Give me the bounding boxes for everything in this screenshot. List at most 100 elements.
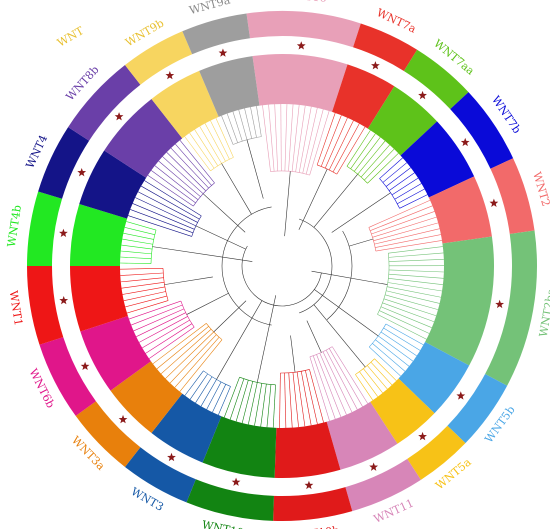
leaf-branch [248, 382, 258, 425]
leaf-branch [235, 380, 249, 422]
leaf-branch [120, 262, 152, 264]
leaf-branch [302, 107, 318, 174]
leaf-branch [148, 326, 195, 359]
leaf-branch [274, 104, 279, 172]
star-icon [418, 431, 427, 441]
leaf-branch [179, 339, 223, 392]
leaf-branch [291, 104, 300, 172]
leaf-branch [241, 381, 254, 424]
ring-segment-wnt6b [39, 337, 96, 416]
family-label-wnt9a: WNT9a [188, 0, 232, 17]
leaf-branch [332, 123, 360, 173]
leaf-branch [382, 162, 407, 183]
leaf-branch [174, 337, 220, 388]
leaf-branch [121, 244, 153, 250]
family-stars [59, 41, 505, 490]
leaf-branch [158, 160, 201, 197]
leaf-branch [292, 372, 299, 428]
internal-arc [241, 245, 322, 307]
leaf-branch [122, 238, 153, 245]
clade-stem [216, 300, 263, 380]
ring-segment-wnt3 [125, 447, 196, 503]
leaf-branch [284, 372, 287, 428]
leaf-branch [336, 126, 366, 175]
clade-wedge-wnt2ba [425, 236, 494, 366]
clade-stem [314, 289, 379, 337]
tree-branches [120, 104, 445, 428]
leaf-branch [312, 355, 336, 420]
leaf-branch [218, 386, 231, 416]
leaf-branch [124, 227, 155, 236]
family-label-wnt10a: WNT10a [201, 518, 252, 529]
leaf-branch [370, 361, 393, 386]
leaf-branch [385, 323, 424, 346]
leaf-branch [194, 129, 219, 166]
leaf-branch [374, 228, 440, 245]
leaf-branch [132, 203, 195, 230]
leaf-branch [309, 356, 330, 421]
leaf-branch [206, 381, 222, 410]
clade-wedge-wnt3a [110, 361, 183, 434]
leaf-branch [162, 156, 204, 194]
leaf-branch [378, 335, 414, 362]
leaf-branch [350, 133, 376, 169]
leaf-branch [127, 215, 192, 237]
leaf-branch [166, 152, 207, 192]
leaf-branch [388, 246, 443, 254]
leaf-branch [120, 256, 152, 260]
clade-stem [246, 139, 264, 199]
leaf-branch [140, 185, 200, 220]
leaf-branch [309, 369, 324, 423]
leaf-branch [385, 167, 411, 187]
clade-stem [313, 173, 358, 228]
leaf-branch [189, 373, 208, 400]
leaf-branch [268, 104, 275, 172]
star-icon [165, 70, 175, 80]
leaf-branch [353, 137, 381, 172]
family-label-wnt4: WNT4 [23, 133, 50, 170]
leaf-branch [373, 222, 439, 242]
leaf-branch [387, 282, 443, 292]
internal-arc [221, 206, 272, 326]
star-icon [59, 295, 69, 305]
clade-wedge-wnt5b [398, 342, 470, 414]
clade-wedge-wnt16 [252, 54, 348, 112]
star-icon [59, 228, 68, 238]
leaf-branch [380, 331, 417, 357]
leaf-branch [262, 105, 271, 172]
leaf-branch [374, 358, 397, 381]
leaf-branch [383, 327, 421, 351]
leaf-branch [371, 211, 435, 235]
leaf-branch [131, 304, 183, 326]
leaf-branch [372, 343, 406, 372]
leaf-branch [377, 314, 427, 340]
leaf-branch [288, 372, 293, 428]
leaf-branch [244, 108, 253, 139]
clade-wedge-wnt1 [70, 266, 128, 332]
ring-segment-wnt8b [68, 65, 141, 141]
leaf-branch [130, 209, 194, 234]
leaf-branch [305, 109, 324, 175]
leaf-branch [331, 346, 368, 404]
leaf-branch [383, 298, 437, 317]
star-icon [371, 61, 380, 70]
leaf-branch [369, 346, 401, 377]
leaf-branch [346, 130, 371, 167]
clade-wedge-wnt10a [202, 416, 277, 478]
star-icon [418, 90, 427, 100]
leaf-branch [154, 165, 199, 200]
star-icon [296, 41, 306, 50]
internal-arc [326, 230, 353, 320]
clade-stem [186, 292, 229, 315]
family-label-wnt1: WNT1 [7, 290, 25, 327]
leaf-branch [295, 105, 306, 173]
clade-wedge-wnt7a [332, 64, 395, 129]
ring-segment-wnt11 [345, 458, 421, 512]
leaf-branch [399, 194, 428, 209]
leaf-branch [144, 180, 202, 217]
leaf-branch [288, 104, 294, 172]
leaf-branch [226, 113, 238, 143]
leaf-branch [142, 319, 190, 349]
leaf-branch [204, 123, 226, 162]
leaf-branch [121, 282, 165, 289]
